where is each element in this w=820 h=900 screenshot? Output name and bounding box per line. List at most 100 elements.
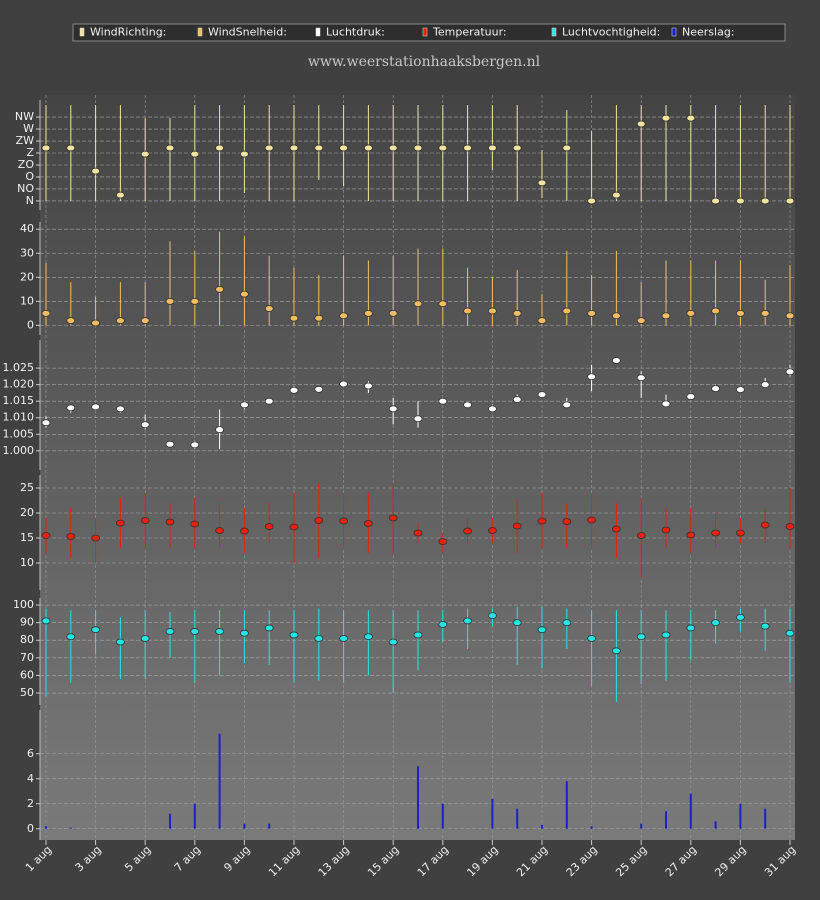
average-dot bbox=[91, 403, 100, 411]
average-dot bbox=[239, 290, 249, 298]
y-tick-label: 40 bbox=[20, 222, 34, 235]
bar bbox=[491, 798, 494, 829]
legend-label: Luchtvochtigheid: bbox=[562, 26, 660, 39]
y-tick-label: 1.010 bbox=[3, 411, 35, 424]
average-dot bbox=[512, 522, 522, 530]
bar bbox=[714, 821, 717, 829]
average-dot bbox=[41, 419, 51, 427]
average-dot bbox=[66, 317, 76, 324]
average-dot bbox=[190, 628, 200, 635]
y-tick-label: W bbox=[23, 122, 34, 135]
average-dot bbox=[215, 144, 225, 152]
average-dot bbox=[91, 626, 100, 634]
bar bbox=[665, 811, 667, 829]
average-dot bbox=[661, 114, 671, 122]
average-dot bbox=[537, 391, 547, 398]
average-dot bbox=[264, 523, 274, 530]
average-dot bbox=[66, 633, 76, 641]
average-dot bbox=[165, 144, 175, 152]
average-dot bbox=[314, 385, 324, 393]
average-dot bbox=[190, 520, 200, 528]
average-dot bbox=[636, 633, 646, 641]
average-dot bbox=[388, 638, 398, 646]
site-title: www.weerstationhaaksbergen.nl bbox=[308, 54, 541, 70]
average-dot bbox=[711, 529, 720, 537]
average-dot bbox=[512, 144, 522, 152]
legend-box bbox=[72, 23, 786, 42]
average-dot bbox=[438, 397, 448, 405]
bar bbox=[640, 823, 643, 829]
average-dot bbox=[686, 531, 696, 539]
average-dot bbox=[760, 197, 770, 205]
average-dot bbox=[91, 319, 100, 327]
average-dot bbox=[760, 309, 770, 317]
y-tick-label: 1.020 bbox=[3, 378, 35, 391]
average-dot bbox=[562, 144, 572, 152]
bar bbox=[69, 827, 72, 829]
average-dot bbox=[463, 144, 473, 152]
legend-swatch bbox=[422, 27, 428, 37]
average-dot bbox=[140, 517, 150, 524]
average-dot bbox=[388, 309, 398, 317]
average-dot bbox=[612, 191, 621, 199]
average-dot bbox=[339, 517, 349, 525]
average-dot bbox=[612, 312, 621, 320]
average-dot bbox=[537, 626, 547, 634]
average-dot bbox=[711, 385, 720, 393]
average-dot bbox=[711, 197, 720, 205]
average-dot bbox=[314, 144, 324, 152]
bar bbox=[441, 803, 444, 829]
legend-swatch bbox=[197, 27, 203, 37]
average-dot bbox=[339, 144, 349, 152]
y-tick-label: 0 bbox=[27, 318, 34, 331]
bar bbox=[590, 826, 593, 829]
bar bbox=[565, 781, 568, 829]
average-dot bbox=[736, 386, 745, 394]
average-dot bbox=[66, 144, 76, 152]
bar bbox=[268, 823, 271, 829]
average-dot bbox=[215, 527, 225, 534]
y-tick-label: 90 bbox=[20, 616, 34, 629]
average-dot bbox=[165, 518, 175, 526]
average-dot bbox=[537, 179, 547, 187]
bar bbox=[516, 808, 519, 829]
average-dot bbox=[636, 532, 646, 539]
average-dot bbox=[785, 368, 795, 376]
y-tick-label: 0 bbox=[27, 822, 34, 835]
average-dot bbox=[562, 307, 572, 315]
y-tick-label: NO bbox=[17, 182, 34, 195]
legend-label: WindRichting: bbox=[90, 26, 166, 39]
average-dot bbox=[686, 114, 696, 122]
average-dot bbox=[612, 525, 621, 533]
bar bbox=[764, 808, 767, 829]
y-tick-label: 80 bbox=[20, 633, 34, 646]
average-dot bbox=[239, 150, 249, 158]
y-tick-label: 20 bbox=[20, 506, 34, 519]
average-dot bbox=[736, 309, 745, 317]
average-dot bbox=[760, 381, 770, 389]
average-dot bbox=[587, 516, 596, 524]
average-dot bbox=[165, 297, 175, 305]
average-dot bbox=[587, 309, 596, 317]
average-dot bbox=[463, 527, 473, 535]
average-dot bbox=[636, 120, 646, 128]
legend-swatch bbox=[551, 27, 557, 37]
average-dot bbox=[562, 401, 572, 409]
average-dot bbox=[264, 305, 274, 312]
y-tick-label: 1.000 bbox=[3, 444, 35, 457]
average-dot bbox=[388, 144, 398, 152]
bar bbox=[193, 803, 196, 829]
y-tick-label: O bbox=[25, 170, 34, 183]
average-dot bbox=[487, 612, 497, 619]
average-dot bbox=[661, 631, 671, 639]
average-dot bbox=[363, 633, 373, 641]
average-dot bbox=[41, 617, 51, 625]
average-dot bbox=[438, 144, 448, 152]
average-dot bbox=[289, 314, 299, 322]
average-dot bbox=[463, 307, 473, 315]
average-dot bbox=[413, 300, 423, 308]
average-dot bbox=[363, 382, 373, 390]
average-dot bbox=[140, 317, 150, 324]
bar bbox=[169, 813, 171, 829]
